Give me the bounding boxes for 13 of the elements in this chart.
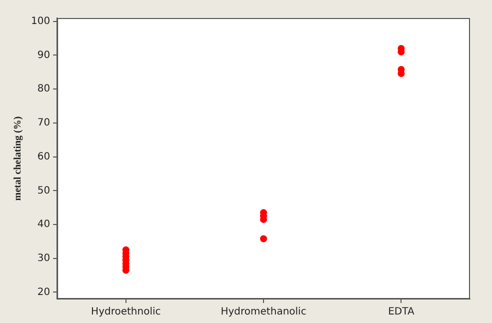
y-tick-label: 80 (37, 84, 50, 95)
y-tick-label: 30 (37, 252, 50, 264)
y-tick-label: 50 (37, 185, 50, 196)
y-axis-title: metal chelating (%) (12, 116, 24, 201)
y-tick-label: 90 (37, 50, 50, 61)
y-tick-label: 20 (37, 286, 50, 298)
x-tick-label: EDTA (388, 306, 414, 318)
y-tick-label: 40 (37, 219, 50, 230)
y-tick-label: 70 (37, 118, 50, 129)
y-tick-label: 60 (37, 151, 50, 162)
x-tick-label: Hydromethanolic (220, 306, 306, 318)
x-tick-label: Hydroethnolic (91, 306, 161, 318)
y-tick-label: 100 (30, 16, 50, 27)
